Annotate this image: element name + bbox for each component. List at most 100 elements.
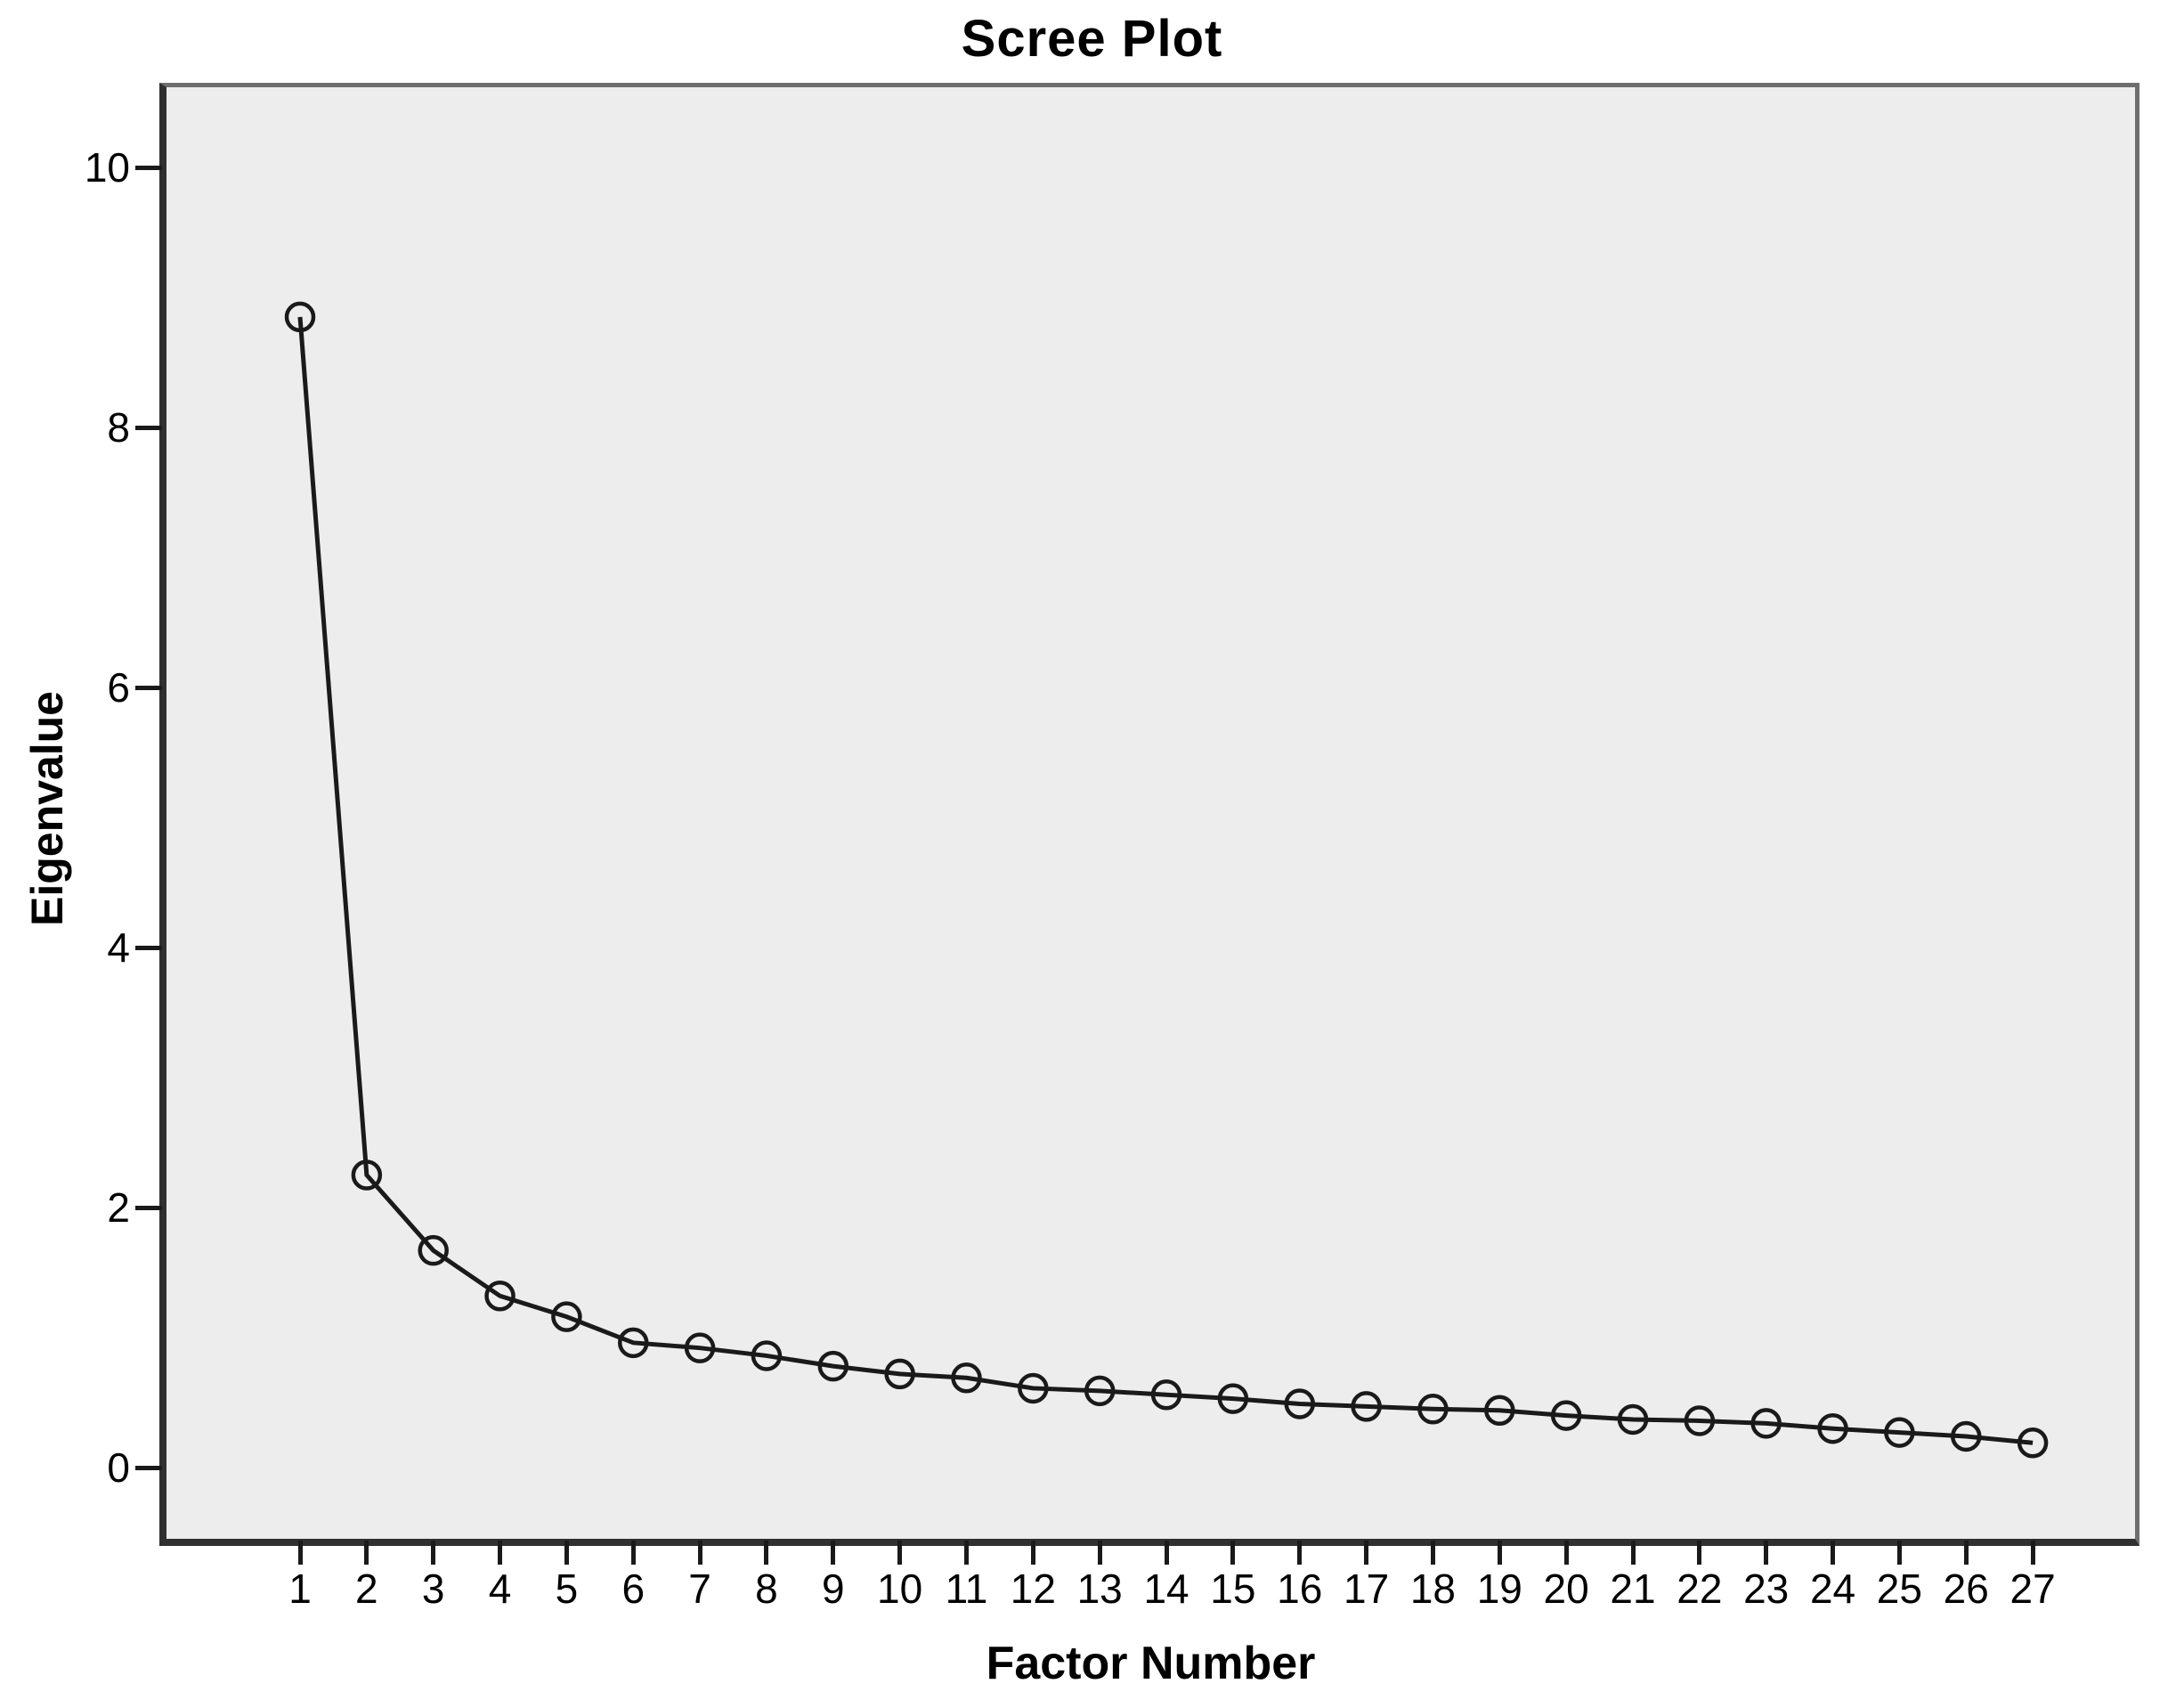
x-tick-mark (1497, 1541, 1502, 1565)
y-tick-mark (135, 946, 162, 950)
x-tick-mark (1896, 1541, 1902, 1565)
x-tick-label: 11 (945, 1566, 988, 1612)
data-point-marker (1484, 1395, 1515, 1427)
x-tick-mark (831, 1541, 836, 1565)
x-tick-label: 12 (1010, 1566, 1056, 1612)
line-series-canvas (284, 301, 2049, 1459)
x-tick-label: 17 (1344, 1566, 1390, 1612)
data-point-marker (684, 1332, 716, 1363)
x-tick-mark (630, 1541, 636, 1565)
data-point-marker (1217, 1383, 1249, 1414)
data-point-marker (1018, 1372, 1049, 1404)
series-line (297, 316, 2034, 1445)
x-tick-mark (1963, 1541, 1969, 1565)
y-tick-mark (135, 426, 162, 430)
x-tick-label: 13 (1076, 1566, 1123, 1612)
data-point-marker (1550, 1400, 1582, 1431)
x-tick-label: 4 (488, 1566, 512, 1612)
x-tick-mark (431, 1541, 436, 1565)
data-point-marker (1684, 1405, 1716, 1436)
x-tick-mark (1097, 1541, 1102, 1565)
data-point-marker (1951, 1420, 1982, 1452)
x-tick-mark (1430, 1541, 1435, 1565)
chart-title: Scree Plot (961, 10, 1223, 68)
x-tick-label: 3 (421, 1566, 445, 1612)
x-tick-mark (297, 1541, 303, 1565)
data-point-marker (1817, 1412, 1848, 1444)
x-tick-mark (1230, 1541, 1236, 1565)
x-tick-mark (1364, 1541, 1369, 1565)
data-point-marker (1884, 1417, 1915, 1448)
x-tick-label: 18 (1409, 1566, 1457, 1612)
x-tick-mark (1297, 1541, 1303, 1565)
x-tick-mark (1164, 1541, 1169, 1565)
x-tick-mark (697, 1541, 702, 1565)
data-point-marker (1284, 1388, 1315, 1419)
y-tick-label: 0 (107, 1444, 130, 1491)
data-point-marker (1617, 1403, 1649, 1436)
x-tick-label: 7 (688, 1566, 711, 1612)
x-tick-label: 5 (555, 1566, 579, 1612)
data-point-marker (284, 301, 316, 333)
x-tick-mark (1697, 1541, 1702, 1565)
x-tick-mark (897, 1541, 903, 1565)
x-tick-mark (498, 1541, 503, 1565)
x-tick-mark (1630, 1541, 1636, 1565)
data-point-marker (351, 1159, 383, 1191)
plot-area (159, 83, 2139, 1546)
x-tick-label: 20 (1543, 1566, 1589, 1612)
y-tick-label: 10 (84, 144, 130, 191)
x-tick-label: 25 (1876, 1566, 1922, 1612)
x-tick-mark (564, 1541, 569, 1565)
x-tick-label: 1 (288, 1566, 312, 1612)
data-point-marker (1417, 1394, 1449, 1425)
y-tick-label: 6 (107, 664, 130, 711)
data-point-marker (884, 1358, 915, 1390)
y-tick-label: 4 (107, 924, 130, 971)
data-point-marker (618, 1327, 649, 1359)
x-tick-label: 27 (2009, 1566, 2056, 1612)
data-point-marker (2017, 1427, 2049, 1459)
x-tick-mark (1764, 1541, 1769, 1565)
x-tick-mark (764, 1541, 769, 1565)
y-tick-mark (135, 1466, 162, 1470)
x-tick-label: 9 (822, 1566, 845, 1612)
x-axis-title: Factor Number (986, 1638, 1316, 1689)
data-point-marker (551, 1301, 582, 1332)
y-tick-mark (135, 1206, 162, 1210)
data-point-marker (817, 1350, 849, 1382)
x-tick-mark (2030, 1541, 2035, 1565)
y-tick-label: 8 (107, 404, 130, 451)
x-tick-label: 2 (355, 1566, 378, 1612)
x-tick-label: 26 (1943, 1566, 1989, 1612)
x-tick-label: 16 (1277, 1566, 1323, 1612)
y-axis-title: Eigenvalue (22, 691, 72, 926)
x-tick-label: 10 (877, 1566, 923, 1612)
data-point-marker (1084, 1375, 1116, 1407)
y-tick-label: 2 (107, 1184, 130, 1231)
x-tick-mark (1030, 1541, 1035, 1565)
data-point-marker (1150, 1379, 1182, 1411)
x-tick-mark (964, 1541, 969, 1565)
x-tick-label: 6 (621, 1566, 645, 1612)
x-tick-label: 22 (1677, 1566, 1723, 1612)
x-tick-label: 24 (1809, 1566, 1856, 1612)
data-point-marker (951, 1362, 982, 1394)
x-tick-label: 21 (1610, 1566, 1656, 1612)
x-tick-label: 8 (755, 1566, 778, 1612)
x-tick-mark (1563, 1541, 1569, 1565)
y-tick-mark (135, 166, 162, 170)
x-tick-label: 15 (1210, 1566, 1256, 1612)
y-tick-mark (135, 686, 162, 690)
x-tick-mark (1831, 1541, 1836, 1565)
data-point-marker (751, 1340, 783, 1371)
x-tick-label: 14 (1143, 1566, 1189, 1612)
x-tick-label: 23 (1743, 1566, 1790, 1612)
data-point-marker (1750, 1408, 1782, 1439)
x-tick-mark (364, 1541, 369, 1565)
data-point-marker (484, 1281, 516, 1312)
data-point-marker (418, 1234, 449, 1266)
data-point-marker (1351, 1391, 1382, 1422)
x-tick-label: 19 (1476, 1566, 1522, 1612)
